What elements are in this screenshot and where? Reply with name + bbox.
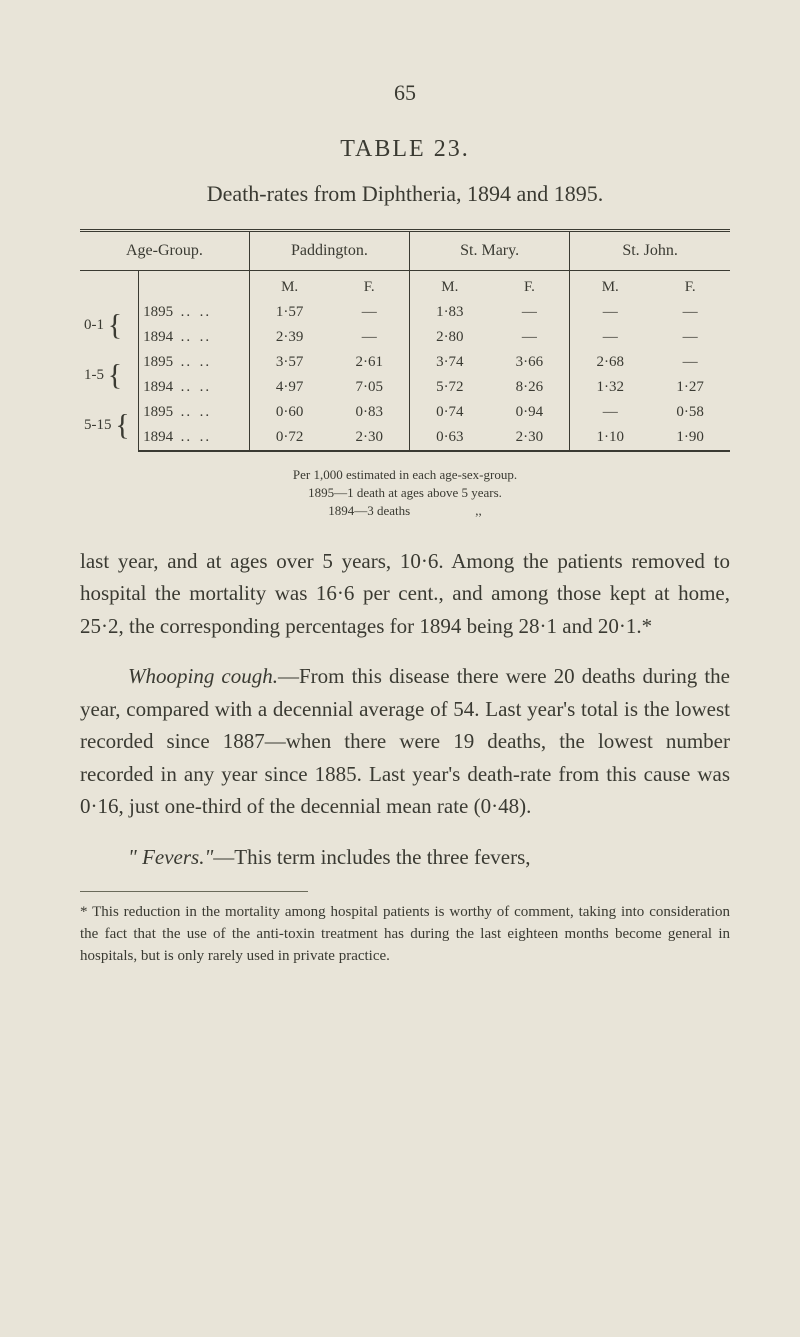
table-cell: 3·66	[490, 350, 570, 375]
table-label: TABLE 23.	[80, 136, 730, 163]
age-year: 1894 .. ..	[139, 425, 250, 451]
table-cell: 2·39	[249, 325, 329, 350]
table-cell: —	[490, 325, 570, 350]
table-cell: 0·60	[249, 400, 329, 425]
table-cell: —	[329, 325, 409, 350]
para-lead: Whooping cough.	[128, 664, 278, 688]
table-cell	[139, 271, 250, 301]
subhead-f: F.	[490, 271, 570, 301]
table-cell: 7·05	[329, 375, 409, 400]
table-cell: 8·26	[490, 375, 570, 400]
age-range: 1-5 {	[80, 350, 139, 400]
para-lead: " Fevers."	[128, 845, 213, 869]
table-cell: 1·57	[249, 300, 329, 325]
table-cell: 2·68	[570, 350, 651, 375]
subhead-f: F.	[329, 271, 409, 301]
table-cell: —	[570, 300, 651, 325]
note-line: 1894—3 deaths ,,	[80, 502, 730, 520]
header-age: Age-Group.	[80, 231, 249, 271]
table-cell: 0·58	[650, 400, 730, 425]
table-cell: 0·83	[329, 400, 409, 425]
age-year: 1894 .. ..	[139, 325, 250, 350]
table-notes: Per 1,000 estimated in each age-sex-grou…	[80, 466, 730, 521]
table-cell: —	[650, 325, 730, 350]
table-cell: 1·10	[570, 425, 651, 451]
age-year: 1895 .. ..	[139, 400, 250, 425]
table-cell: —	[650, 300, 730, 325]
table-cell: 2·61	[329, 350, 409, 375]
table-cell	[80, 271, 139, 301]
table-cell: 1·83	[410, 300, 490, 325]
header-paddington: Paddington.	[249, 231, 409, 271]
age-year: 1895 .. ..	[139, 300, 250, 325]
table-cell: 3·57	[249, 350, 329, 375]
body-paragraph: last year, and at ages over 5 years, 10·…	[80, 545, 730, 643]
table-cell: 1·90	[650, 425, 730, 451]
body-paragraph: " Fevers."—This term includes the three …	[80, 841, 730, 874]
table-cell: 0·74	[410, 400, 490, 425]
table-cell: —	[570, 325, 651, 350]
subhead-f: F.	[650, 271, 730, 301]
table-cell: —	[329, 300, 409, 325]
age-range: 5-15 {	[80, 400, 139, 451]
para-body: —This term includes the three fevers,	[213, 845, 530, 869]
table-cell: 5·72	[410, 375, 490, 400]
table-cell: 1·27	[650, 375, 730, 400]
note-line: Per 1,000 estimated in each age-sex-grou…	[80, 466, 730, 484]
table-cell: 1·32	[570, 375, 651, 400]
table-cell: 3·74	[410, 350, 490, 375]
page-number: 65	[80, 80, 730, 106]
table-cell: 4·97	[249, 375, 329, 400]
age-year: 1895 .. ..	[139, 350, 250, 375]
subhead-m: M.	[410, 271, 490, 301]
table-cell: 0·63	[410, 425, 490, 451]
body-paragraph: Whooping cough.—From this disease there …	[80, 660, 730, 823]
footnote: * This reduction in the mortality among …	[80, 902, 730, 967]
table-cell: 0·72	[249, 425, 329, 451]
table-cell: —	[570, 400, 651, 425]
table-cell: 2·30	[490, 425, 570, 451]
note-line: 1895—1 death at ages above 5 years.	[80, 484, 730, 502]
table-cell: —	[490, 300, 570, 325]
age-range: 0-1 {	[80, 300, 139, 350]
death-rates-table: Age-Group. Paddington. St. Mary. St. Joh…	[80, 229, 730, 452]
age-year: 1894 .. ..	[139, 375, 250, 400]
subhead-m: M.	[249, 271, 329, 301]
table-cell: 2·80	[410, 325, 490, 350]
table-cell: 0·94	[490, 400, 570, 425]
header-st-mary: St. Mary.	[410, 231, 570, 271]
subhead-m: M.	[570, 271, 651, 301]
footnote-rule	[80, 891, 308, 892]
table-caption: Death-rates from Diphtheria, 1894 and 18…	[80, 181, 730, 207]
header-st-john: St. John.	[570, 231, 730, 271]
table-cell: —	[650, 350, 730, 375]
table-cell: 2·30	[329, 425, 409, 451]
